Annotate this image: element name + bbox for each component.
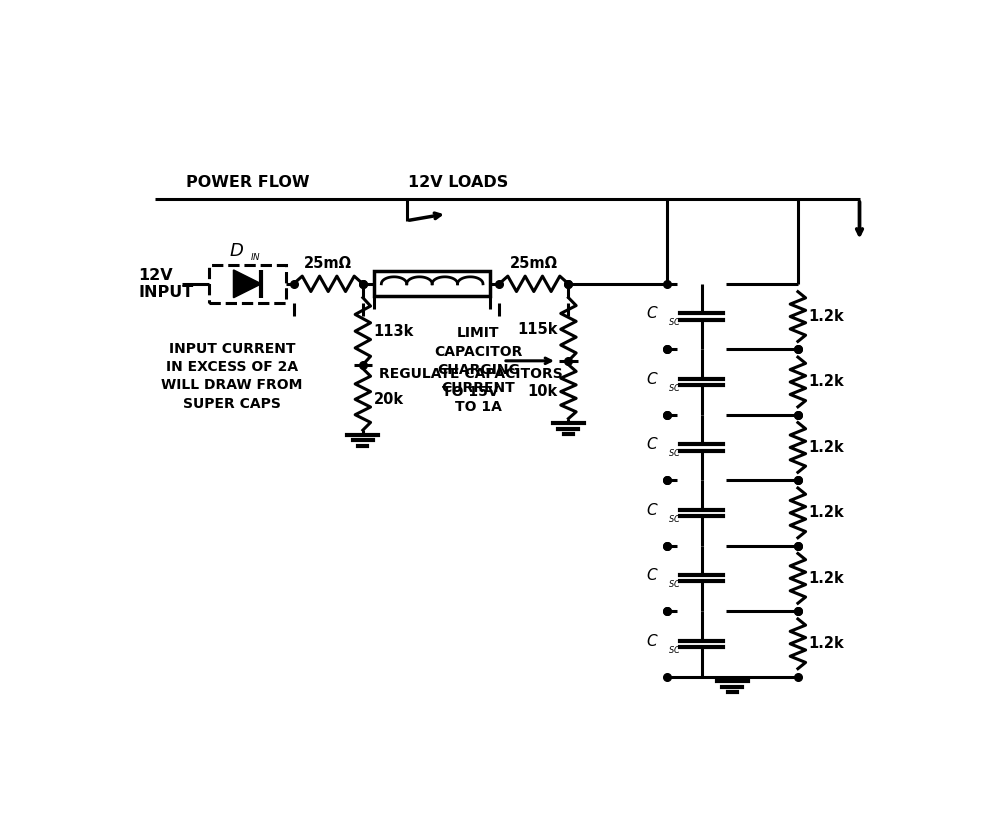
Text: 1.2k: 1.2k bbox=[807, 440, 844, 455]
Bar bbox=[209, 265, 286, 303]
Text: $C$: $C$ bbox=[645, 633, 658, 649]
Polygon shape bbox=[234, 270, 261, 297]
Text: $_{SC}$: $_{SC}$ bbox=[667, 447, 680, 459]
Text: $D$: $D$ bbox=[229, 241, 244, 260]
Text: 12V
INPUT: 12V INPUT bbox=[137, 267, 193, 300]
Text: 1.2k: 1.2k bbox=[807, 505, 844, 520]
Text: $C$: $C$ bbox=[645, 502, 658, 518]
Text: 115k: 115k bbox=[517, 322, 557, 337]
Text: $C$: $C$ bbox=[645, 371, 658, 387]
Text: $C$: $C$ bbox=[645, 437, 658, 453]
Text: 1.2k: 1.2k bbox=[807, 571, 844, 586]
Text: 1.2k: 1.2k bbox=[807, 309, 844, 324]
Text: 113k: 113k bbox=[373, 323, 413, 339]
Text: 12V LOADS: 12V LOADS bbox=[408, 175, 509, 190]
Text: $_{SC}$: $_{SC}$ bbox=[667, 512, 680, 525]
Text: INPUT CURRENT
IN EXCESS OF 2A
WILL DRAW FROM
SUPER CAPS: INPUT CURRENT IN EXCESS OF 2A WILL DRAW … bbox=[161, 342, 302, 411]
Text: $_{SC}$: $_{SC}$ bbox=[667, 577, 680, 590]
Text: 1.2k: 1.2k bbox=[807, 636, 844, 651]
Text: $_{IN}$: $_{IN}$ bbox=[250, 251, 261, 263]
Text: $_{SC}$: $_{SC}$ bbox=[667, 315, 680, 328]
Text: 25mΩ: 25mΩ bbox=[304, 256, 352, 271]
Text: $_{SC}$: $_{SC}$ bbox=[667, 643, 680, 655]
Text: 25mΩ: 25mΩ bbox=[510, 256, 558, 271]
Text: $C$: $C$ bbox=[645, 306, 658, 322]
Text: 1.2k: 1.2k bbox=[807, 375, 844, 390]
Text: 10k: 10k bbox=[527, 384, 557, 399]
Text: $_{SC}$: $_{SC}$ bbox=[667, 381, 680, 394]
Text: 20k: 20k bbox=[373, 392, 403, 406]
Text: LIMIT
CAPACITOR
CHARGING
CURRENT
TO 1A: LIMIT CAPACITOR CHARGING CURRENT TO 1A bbox=[433, 326, 522, 414]
Text: REGULATE CAPACITORS
TO 15V: REGULATE CAPACITORS TO 15V bbox=[378, 367, 562, 400]
Text: $C$: $C$ bbox=[645, 567, 658, 583]
Text: POWER FLOW: POWER FLOW bbox=[186, 175, 309, 190]
Bar bbox=[374, 272, 489, 296]
